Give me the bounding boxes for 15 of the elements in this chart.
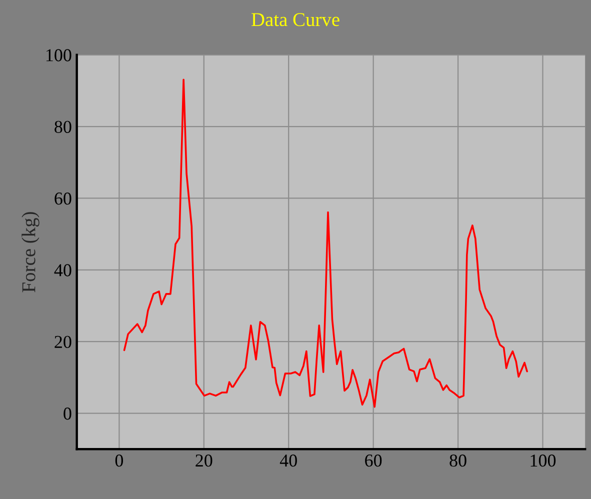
y-tick-label: 60 bbox=[54, 192, 72, 205]
x-tick-label: 20 bbox=[196, 454, 212, 467]
y-tick-label: 0 bbox=[64, 408, 72, 420]
chart-title: Data Curve bbox=[252, 13, 340, 26]
y-tick-label: 20 bbox=[54, 336, 72, 348]
y-tick-label: 100 bbox=[46, 49, 72, 62]
y-tick-label: 40 bbox=[54, 264, 72, 276]
y-axis-title: Force (kg) bbox=[22, 212, 40, 292]
x-tick-label: 40 bbox=[280, 454, 297, 467]
line-series bbox=[123, 78, 528, 408]
y-tick-label: 80 bbox=[54, 120, 72, 134]
x-tick-label: 80 bbox=[450, 454, 466, 467]
x-tick-label: 100 bbox=[530, 454, 556, 467]
x-tick-label: 60 bbox=[365, 454, 382, 467]
x-tick-label: 0 bbox=[115, 454, 124, 467]
